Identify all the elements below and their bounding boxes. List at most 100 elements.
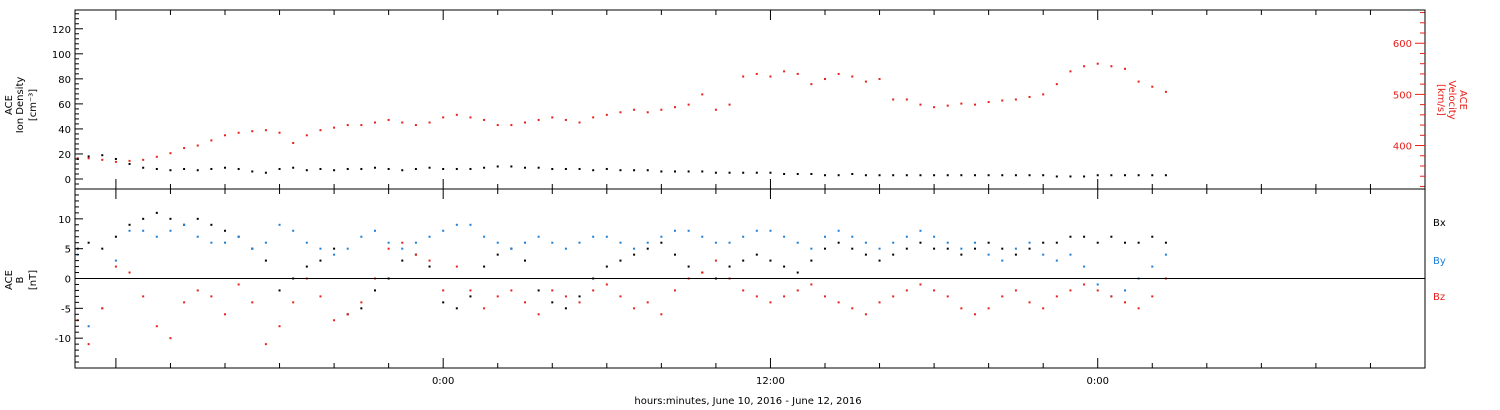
bx-point (646, 247, 649, 250)
bz-point (824, 295, 826, 298)
bx-point (1055, 241, 1058, 244)
by-point (783, 235, 786, 238)
velocity-point (483, 118, 486, 121)
density-tick-label: 20 (58, 150, 71, 161)
density-tick-label: 80 (58, 75, 71, 86)
legend-by: By (1433, 256, 1446, 267)
by-point (905, 235, 908, 238)
by-point (183, 223, 186, 226)
bz-point (442, 289, 445, 292)
density-point (305, 169, 308, 172)
bz-point (837, 301, 840, 304)
bz-point (128, 271, 131, 274)
density-y-axis: 0 20 40 60 80 100 120 (52, 13, 83, 190)
by-point (455, 223, 458, 226)
density-point (264, 171, 267, 174)
bx-point (892, 253, 895, 256)
by-point (1096, 283, 1099, 286)
bx-point (196, 217, 199, 220)
by-point (401, 247, 404, 250)
bz-point (537, 313, 540, 316)
density-velocity-data-layer (76, 62, 1167, 178)
by-point (592, 235, 595, 238)
velocity-point (455, 113, 458, 116)
bx-point (687, 265, 690, 268)
velocity-point (633, 108, 636, 111)
density-point (1069, 175, 1072, 178)
by-point (1055, 259, 1058, 262)
bz-point (1110, 295, 1113, 298)
density-point (1028, 174, 1031, 177)
bz-point (1001, 295, 1004, 298)
velocity-point (755, 72, 758, 75)
by-point (114, 259, 117, 262)
bz-point (564, 295, 567, 298)
velocity-point (76, 157, 79, 160)
density-point (660, 170, 663, 173)
bz-point (919, 283, 922, 286)
bz-point (346, 313, 349, 316)
bx-point (1151, 235, 1154, 238)
density-point (510, 165, 513, 168)
bz-point (469, 289, 472, 292)
velocity-point (401, 121, 404, 124)
velocity-point (714, 108, 717, 111)
density-tick-label: 100 (52, 50, 71, 61)
by-point (674, 229, 676, 232)
by-point (1124, 289, 1126, 292)
bz-point (974, 313, 976, 316)
bx-point (142, 217, 145, 220)
by-point (728, 241, 731, 244)
by-point (1069, 253, 1072, 256)
density-point (469, 167, 472, 170)
by-point (619, 241, 622, 244)
bz-point (864, 313, 867, 316)
density-point (142, 166, 145, 169)
by-point (1028, 241, 1031, 244)
bx-point (374, 289, 376, 292)
by-point (1164, 253, 1167, 256)
density-point (960, 174, 963, 177)
bz-point (1096, 289, 1099, 292)
bz-point (360, 301, 363, 304)
by-point (319, 247, 322, 250)
density-point (728, 171, 731, 174)
density-axis-label-line-1: ACE (4, 95, 15, 115)
bx-point (469, 295, 472, 298)
velocity-point (674, 106, 676, 109)
by-point (633, 247, 636, 250)
by-point (864, 241, 867, 244)
velocity-point (1164, 90, 1167, 93)
bx-point (537, 289, 540, 292)
velocity-point (496, 124, 499, 127)
velocity-point (605, 113, 608, 116)
density-point (946, 174, 949, 177)
density-axis-label-line-3: [cm⁻³] (28, 89, 39, 121)
velocity-point (142, 158, 145, 161)
velocity-point (974, 103, 976, 106)
density-point (646, 169, 649, 172)
by-point (524, 241, 526, 244)
velocity-tick-label: 400 (1393, 142, 1412, 153)
bx-point (864, 253, 867, 256)
bz-point (674, 289, 676, 292)
bz-point (264, 343, 267, 346)
bx-point (1124, 241, 1126, 244)
bx-point (946, 247, 949, 250)
bz-point (987, 307, 990, 310)
density-point (1137, 174, 1140, 177)
bx-point (428, 265, 431, 268)
by-point (714, 241, 717, 244)
velocity-point (196, 144, 199, 147)
bz-point (210, 295, 213, 298)
density-point (1083, 175, 1086, 178)
density-point (496, 165, 499, 168)
bz-point (755, 295, 758, 298)
velocity-point (360, 124, 363, 127)
density-axis-label-line-2: Ion Density (15, 77, 26, 134)
density-point (1096, 174, 1099, 177)
velocity-point (510, 124, 513, 127)
by-point (987, 253, 990, 256)
bz-point (524, 301, 526, 304)
bz-point (455, 265, 458, 268)
